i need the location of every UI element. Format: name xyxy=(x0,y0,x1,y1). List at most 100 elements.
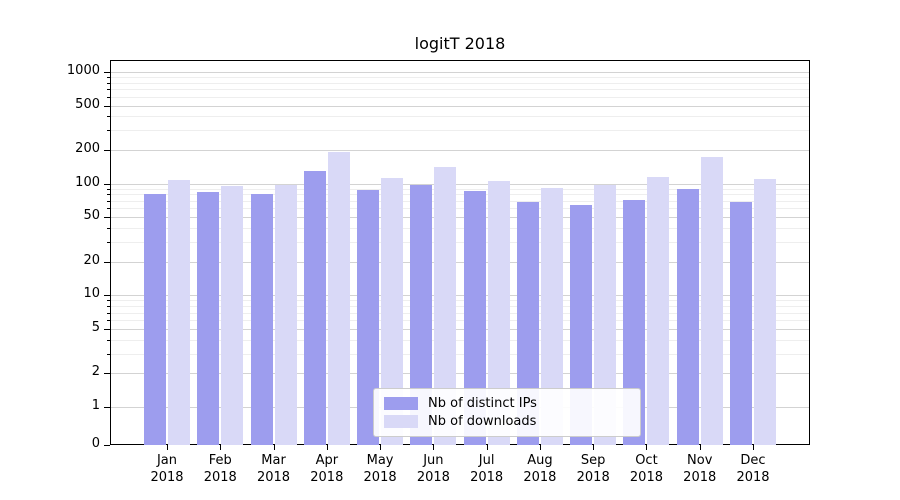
x-tick-label: Feb 2018 xyxy=(190,452,250,486)
y-tick-label: 2 xyxy=(91,364,100,380)
x-tick-month: Jun xyxy=(423,453,444,468)
y-minor-tick xyxy=(107,188,110,190)
x-tick-month: Apr xyxy=(315,453,339,468)
gridline-major xyxy=(111,328,809,330)
x-tick-month: Sep xyxy=(580,453,606,468)
y-minor-tick xyxy=(107,96,110,98)
x-tick xyxy=(486,445,488,450)
gridline-minor xyxy=(111,353,809,355)
bar-downloads xyxy=(327,152,350,445)
bar-distinct-ips xyxy=(303,170,326,445)
legend-label-distinct-ips: Nb of distinct IPs xyxy=(428,396,537,411)
legend-label-downloads: Nb of downloads xyxy=(428,414,537,429)
x-tick-month: Aug xyxy=(527,453,553,468)
gridline-major xyxy=(111,295,809,297)
bar-distinct-ips xyxy=(410,185,433,445)
y-minor-tick xyxy=(107,306,110,308)
y-tick-label: 1000 xyxy=(66,63,100,78)
x-tick-label: Jul 2018 xyxy=(457,452,517,486)
y-tick xyxy=(104,373,110,375)
x-tick xyxy=(539,445,541,450)
x-tick-year: 2018 xyxy=(256,470,291,485)
x-tick-month: Jul xyxy=(478,453,495,468)
gridline-major xyxy=(111,373,809,375)
x-tick-label: Nov 2018 xyxy=(670,452,730,486)
x-tick-year: 2018 xyxy=(576,470,610,485)
x-tick-month: Jan xyxy=(156,453,178,468)
y-tick-label: 1 xyxy=(91,398,100,413)
y-tick xyxy=(104,72,110,73)
x-tick-label: Apr 2018 xyxy=(297,452,357,486)
y-minor-tick xyxy=(107,89,110,91)
x-tick-label: Aug 2018 xyxy=(510,452,570,486)
x-tick-label: Oct 2018 xyxy=(616,452,676,486)
x-tick xyxy=(380,445,382,450)
y-tick xyxy=(104,407,110,408)
legend-swatch-downloads xyxy=(384,415,418,428)
x-tick-year: 2018 xyxy=(736,470,770,485)
bar-downloads xyxy=(381,178,404,445)
legend-item-downloads: Nb of downloads xyxy=(384,414,630,429)
chart-title: logitT 2018 xyxy=(414,34,506,53)
y-minor-tick xyxy=(107,82,110,84)
y-tick xyxy=(104,295,110,297)
gridline-minor xyxy=(111,208,809,210)
gridline-minor xyxy=(111,188,809,190)
bar-downloads xyxy=(594,184,617,445)
y-tick xyxy=(104,445,110,446)
bar-downloads xyxy=(647,176,670,445)
y-tick xyxy=(104,150,110,152)
y-minor-tick xyxy=(107,194,110,196)
gridline-major xyxy=(111,150,809,152)
x-tick xyxy=(273,445,275,450)
x-tick xyxy=(646,445,648,450)
y-minor-tick xyxy=(107,242,110,244)
y-minor-tick xyxy=(107,228,110,230)
x-tick xyxy=(752,445,754,450)
gridline-major xyxy=(111,105,809,107)
x-tick-month: Oct xyxy=(635,453,658,468)
bar-distinct-ips xyxy=(250,194,273,445)
x-tick-year: 2018 xyxy=(310,470,344,485)
gridline-minor xyxy=(111,116,809,118)
y-tick xyxy=(104,105,110,107)
bar-distinct-ips xyxy=(144,194,166,445)
legend-swatch-distinct-ips xyxy=(384,397,418,410)
gridline-minor xyxy=(111,320,809,322)
x-tick-year: 2018 xyxy=(523,470,557,485)
y-minor-tick xyxy=(107,300,110,302)
x-tick-year: 2018 xyxy=(629,470,663,485)
x-tick-month: Dec xyxy=(740,453,766,468)
gridline-minor xyxy=(111,228,809,230)
y-minor-tick xyxy=(107,320,110,322)
x-tick-label: Jan 2018 xyxy=(137,452,197,486)
gridline-minor xyxy=(111,194,809,196)
y-minor-tick xyxy=(107,130,110,132)
bar-distinct-ips xyxy=(516,202,539,445)
bar-downloads xyxy=(221,186,244,445)
gridline-major xyxy=(111,261,809,263)
bar-downloads xyxy=(487,180,510,445)
bar-downloads xyxy=(540,187,563,445)
x-tick-month: Mar xyxy=(261,453,286,468)
x-tick-label: Mar 2018 xyxy=(244,452,304,486)
y-tick-label: 5 xyxy=(91,319,100,335)
x-tick xyxy=(220,445,222,450)
x-tick-year: 2018 xyxy=(683,470,717,485)
gridline-minor xyxy=(111,89,809,91)
x-tick xyxy=(593,445,595,450)
y-minor-tick xyxy=(107,312,110,314)
x-tick-label: May 2018 xyxy=(350,452,410,486)
y-tick xyxy=(104,183,110,185)
y-minor-tick xyxy=(107,77,110,79)
bar-distinct-ips xyxy=(729,202,752,445)
y-tick xyxy=(104,261,110,263)
gridline-minor xyxy=(111,312,809,314)
x-tick-year: 2018 xyxy=(150,470,184,485)
bar-distinct-ips xyxy=(357,189,380,445)
y-minor-tick xyxy=(107,116,110,118)
bar-distinct-ips xyxy=(197,191,220,445)
x-tick-month: Nov xyxy=(687,453,713,468)
x-tick-month: Feb xyxy=(208,453,232,468)
bar-downloads xyxy=(434,167,457,445)
